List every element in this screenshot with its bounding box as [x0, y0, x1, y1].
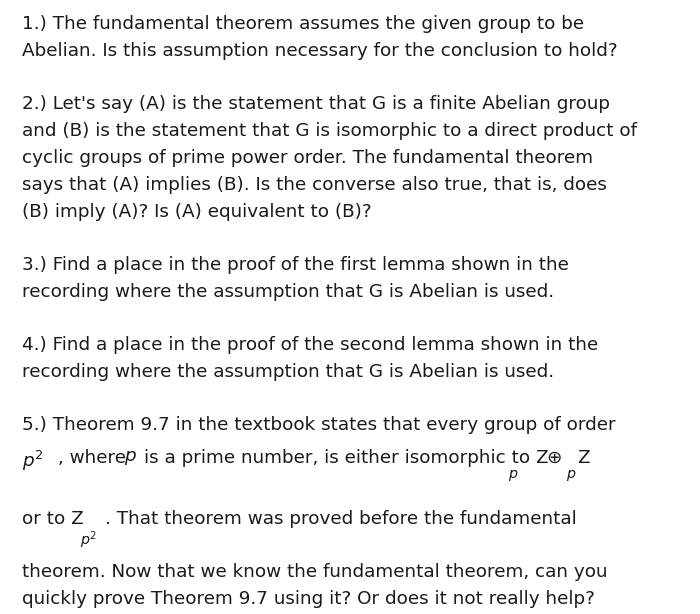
Text: recording where the assumption that G is Abelian is used.: recording where the assumption that G is… [22, 283, 554, 301]
Text: recording where the assumption that G is Abelian is used.: recording where the assumption that G is… [22, 363, 554, 381]
Text: theorem. Now that we know the fundamental theorem, can you: theorem. Now that we know the fundamenta… [22, 563, 608, 581]
Text: 5.) Theorem 9.7 in the textbook states that every group of order: 5.) Theorem 9.7 in the textbook states t… [22, 416, 615, 434]
Text: Z: Z [577, 449, 589, 467]
Text: and (B) is the statement that G is isomorphic to a direct product of: and (B) is the statement that G is isomo… [22, 122, 637, 140]
Text: $p^2$: $p^2$ [80, 529, 97, 551]
Text: quickly prove Theorem 9.7 using it? Or does it not really help?: quickly prove Theorem 9.7 using it? Or d… [22, 590, 595, 608]
Text: cyclic groups of prime power order. The fundamental theorem: cyclic groups of prime power order. The … [22, 149, 593, 167]
Text: 3.) Find a place in the proof of the first lemma shown in the: 3.) Find a place in the proof of the fir… [22, 256, 569, 274]
Text: is a prime number, is either isomorphic to Z: is a prime number, is either isomorphic … [144, 449, 549, 467]
Text: . That theorem was proved before the fundamental: . That theorem was proved before the fun… [105, 510, 577, 528]
Text: 4.) Find a place in the proof of the second lemma shown in the: 4.) Find a place in the proof of the sec… [22, 336, 598, 354]
Text: , where: , where [58, 449, 126, 467]
Text: $p$: $p$ [124, 449, 137, 467]
Text: 1.) The fundamental theorem assumes the given group to be: 1.) The fundamental theorem assumes the … [22, 15, 584, 33]
Text: says that (A) implies (B). Is the converse also true, that is, does: says that (A) implies (B). Is the conver… [22, 176, 607, 194]
Text: $p$: $p$ [566, 468, 576, 483]
Text: Abelian. Is this assumption necessary for the conclusion to hold?: Abelian. Is this assumption necessary fo… [22, 42, 617, 60]
Text: $p^2$: $p^2$ [22, 449, 43, 473]
Text: (B) imply (A)? Is (A) equivalent to (B)?: (B) imply (A)? Is (A) equivalent to (B)? [22, 203, 372, 221]
Text: $p$: $p$ [508, 468, 519, 483]
Text: 2.) Let's say (A) is the statement that G is a finite Abelian group: 2.) Let's say (A) is the statement that … [22, 95, 610, 113]
Text: or to Z: or to Z [22, 510, 84, 528]
Text: $\oplus$: $\oplus$ [546, 449, 561, 467]
